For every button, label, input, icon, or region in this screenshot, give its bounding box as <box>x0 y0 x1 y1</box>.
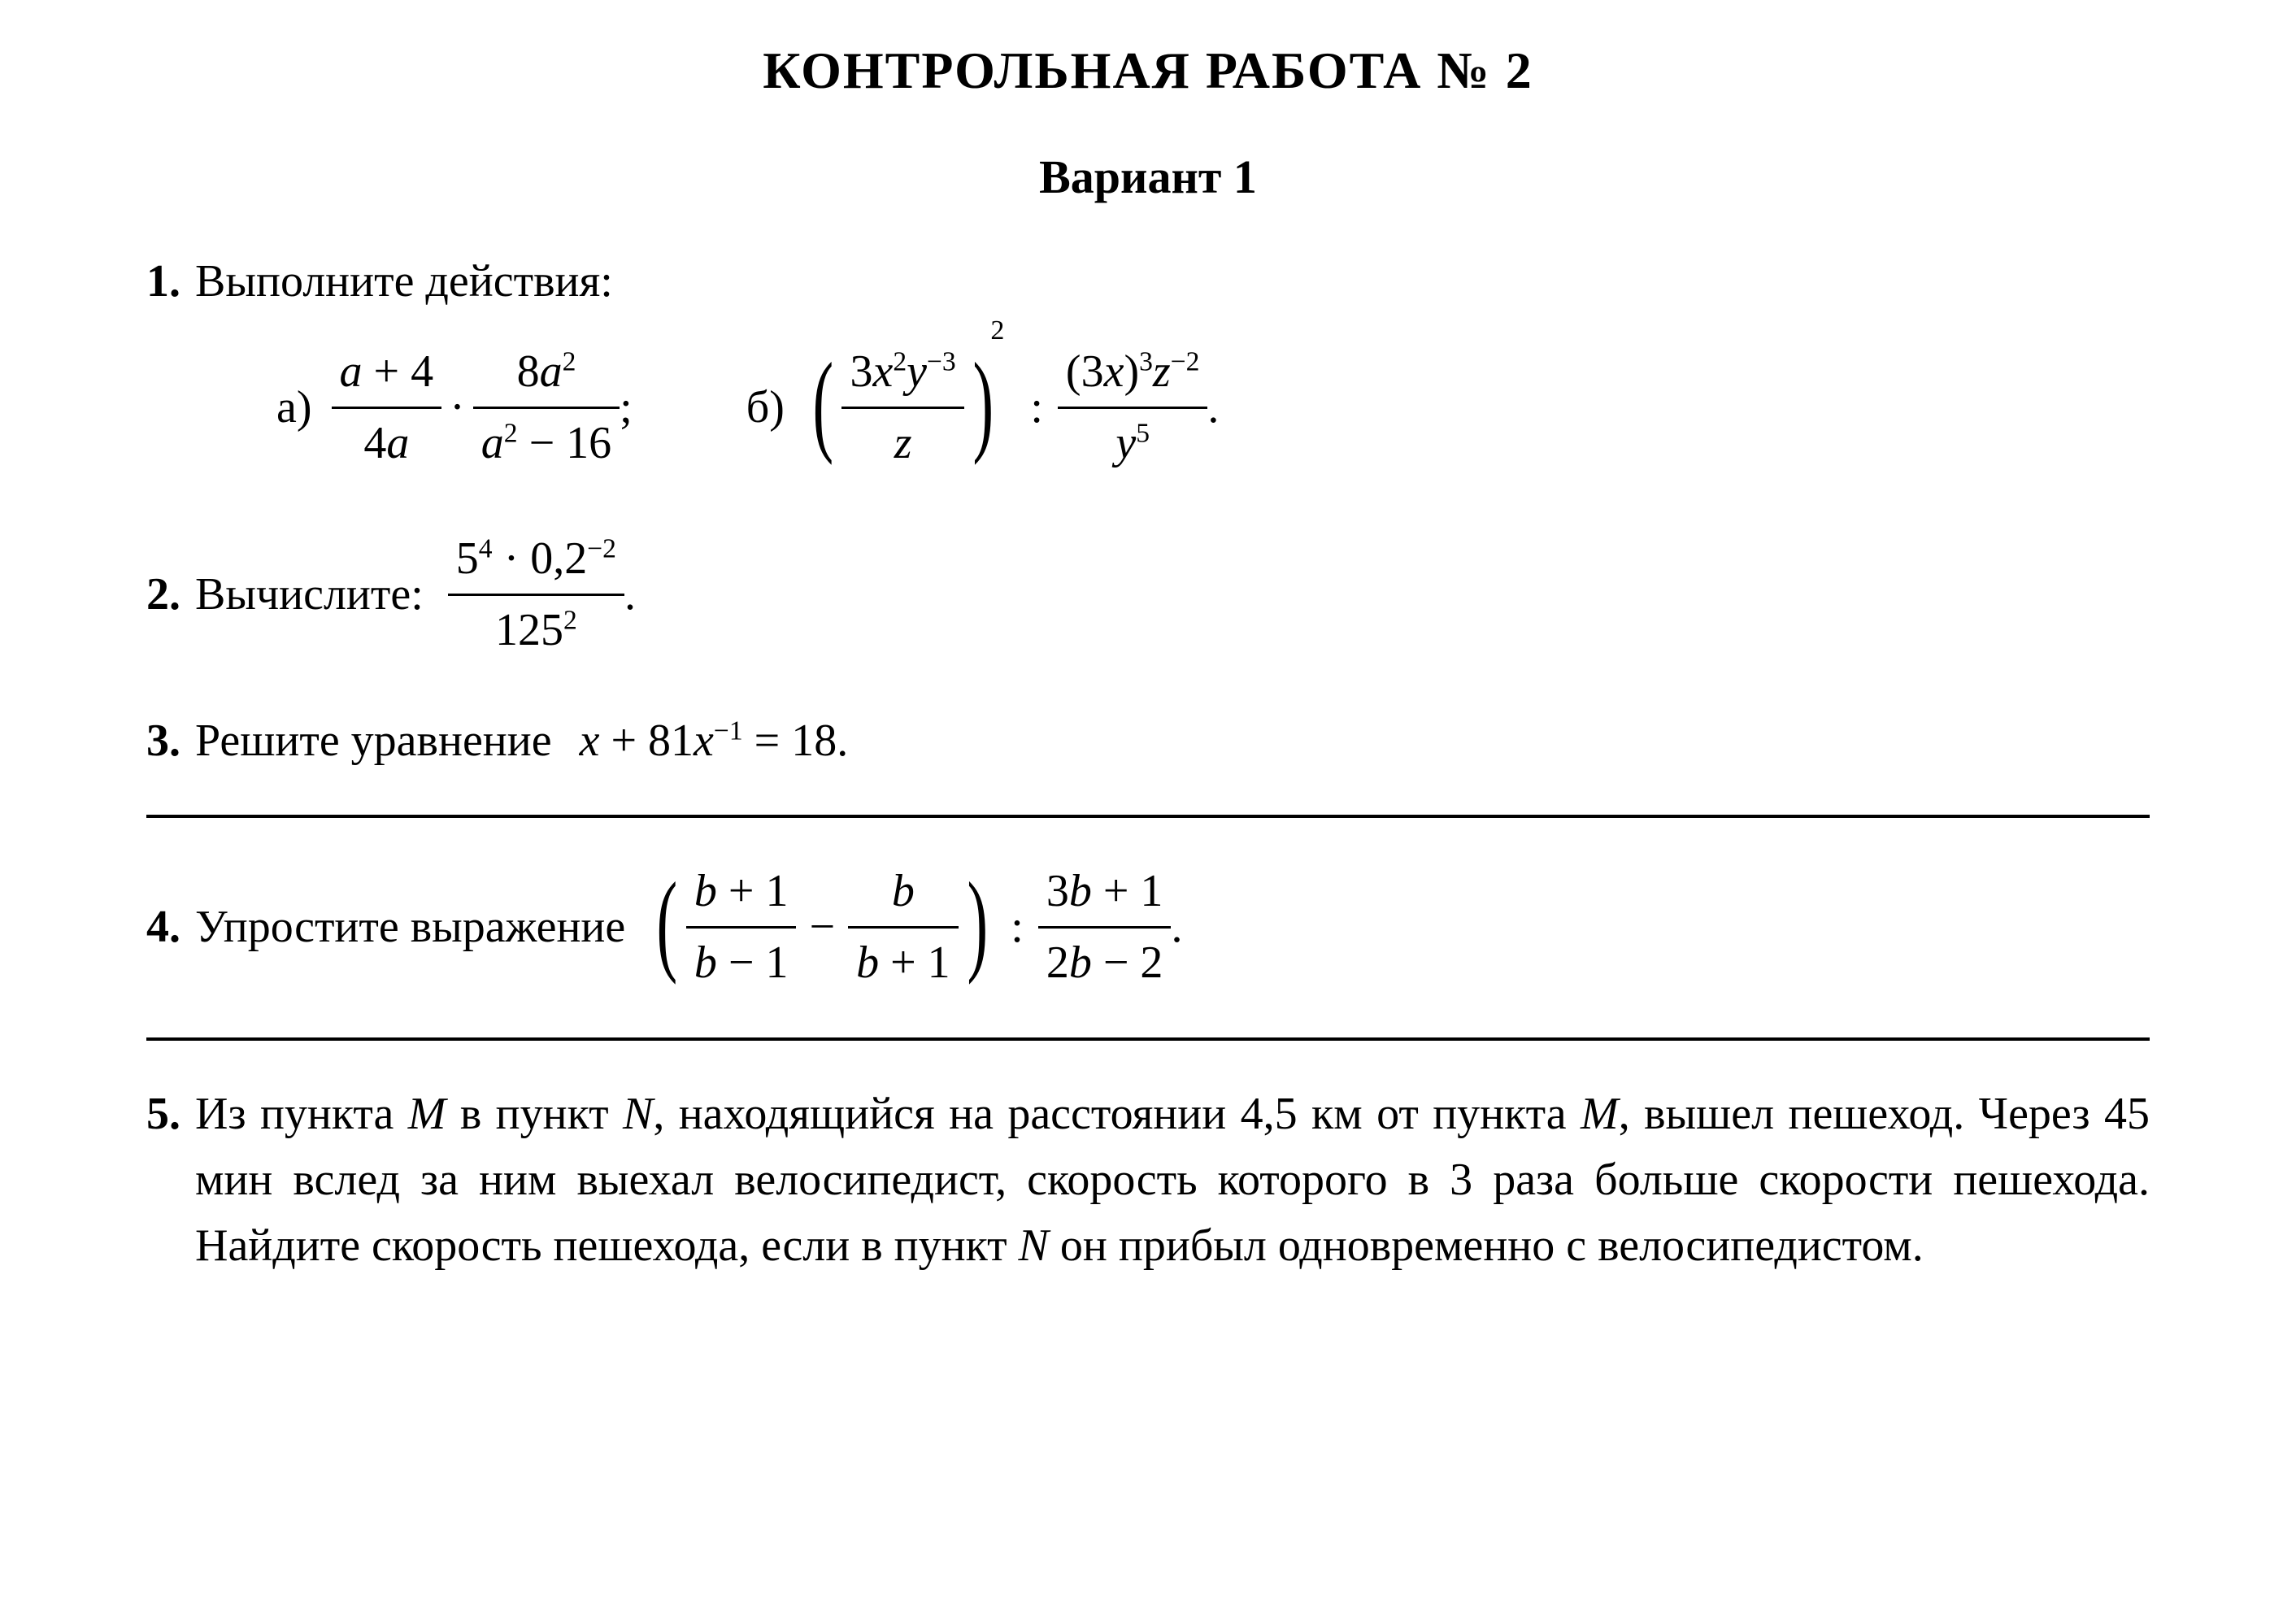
page-title: КОНТРОЛЬНАЯ РАБОТА № 2 <box>146 41 2150 101</box>
frac-num: 3x2y−3 <box>841 339 963 409</box>
variant-label: Вариант 1 <box>146 150 2150 204</box>
frac-den: 2b − 2 <box>1038 929 1172 996</box>
problem-1b-right-frac: (3x)3z−2 y5 <box>1058 339 1208 476</box>
trailing-semicolon: ; <box>620 375 633 441</box>
problem-4-body: Упростите выражение ( b + 1 b − 1 − <box>195 859 2150 996</box>
problem-2-frac: 54 · 0,2−2 1252 <box>448 526 624 663</box>
problem-1a-frac1: a + 4 4a <box>332 339 442 476</box>
paren-group: ( 3x2y−3 z ) 2 <box>804 339 1016 476</box>
divider-rule <box>146 1037 2150 1041</box>
problem-1b-inner-frac: 3x2y−3 z <box>841 339 963 476</box>
problem-1-number: 1. <box>146 249 195 315</box>
trailing-period: . <box>1207 375 1219 441</box>
problem-1a-label: а) <box>276 375 312 441</box>
frac-num: a + 4 <box>332 339 442 409</box>
problem-5-text: Из пункта M в пункт N, находящийся на ра… <box>195 1089 2150 1271</box>
colon-op: : <box>1015 375 1058 441</box>
problem-1-body: Выполните действия: а) a + 4 4a <box>195 249 2150 477</box>
frac-num: b + 1 <box>686 859 797 929</box>
problem-5-body: Из пункта M в пункт N, находящийся на ра… <box>195 1081 2150 1280</box>
divider-rule <box>146 815 2150 818</box>
trailing-period: . <box>624 562 636 628</box>
frac-num: (3x)3z−2 <box>1058 339 1208 409</box>
minus-op: − <box>796 894 848 960</box>
frac-den: y5 <box>1058 409 1208 476</box>
problem-2: 2. Вычислите: 54 · 0,2−2 1252 . <box>146 526 2150 663</box>
colon-op: : <box>996 894 1038 960</box>
problem-1b-label: б) <box>746 375 785 441</box>
frac-num: 54 · 0,2−2 <box>448 526 624 596</box>
problem-3-number: 3. <box>146 708 195 774</box>
frac-den: 1252 <box>448 596 624 663</box>
problem-1: 1. Выполните действия: а) a + 4 4a <box>146 249 2150 477</box>
frac-den: b + 1 <box>848 929 959 996</box>
problem-5: 5. Из пункта M в пункт N, находящийся на… <box>146 1081 2150 1280</box>
frac-den: a2 − 16 <box>473 409 620 476</box>
dot-op: · <box>441 375 473 441</box>
frac-num: 8a2 <box>473 339 620 409</box>
problem-4-frac3: 3b + 1 2b − 2 <box>1038 859 1172 996</box>
problem-5-number: 5. <box>146 1081 195 1147</box>
frac-num: 3b + 1 <box>1038 859 1172 929</box>
problem-1b: б) ( 3x2y−3 z <box>746 339 1220 476</box>
problem-4: 4. Упростите выражение ( b + 1 b − 1 <box>146 859 2150 996</box>
frac-num: b <box>848 859 959 929</box>
trailing-period: . <box>1171 894 1182 960</box>
problem-3: 3. Решите уравнение x + 81x−1 = 18. <box>146 708 2150 774</box>
frac-den: 4a <box>332 409 442 476</box>
frac-den: b − 1 <box>686 929 797 996</box>
problem-3-body: Решите уравнение x + 81x−1 = 18. <box>195 708 2150 774</box>
problem-2-stem: Вычислите: <box>195 562 424 628</box>
problem-4-frac1: b + 1 b − 1 <box>686 859 797 996</box>
problem-3-stem: Решите уравнение <box>195 716 552 766</box>
outer-exp: 2 <box>990 311 1004 350</box>
problem-4-number: 4. <box>146 894 195 960</box>
problem-4-frac2: b b + 1 <box>848 859 959 996</box>
problems-block: 1. Выполните действия: а) a + 4 4a <box>146 249 2150 1279</box>
problem-2-body: Вычислите: 54 · 0,2−2 1252 . <box>195 526 2150 663</box>
problem-4-stem: Упростите выражение <box>195 894 625 960</box>
problem-2-number: 2. <box>146 562 195 628</box>
problem-1-stem: Выполните действия: <box>195 249 2150 315</box>
problem-1-subparts: а) a + 4 4a · 8 <box>195 339 2150 476</box>
problem-1a: а) a + 4 4a · 8 <box>276 339 633 476</box>
paren-group: ( b + 1 b − 1 − b <box>648 859 996 996</box>
problem-1a-frac2: 8a2 a2 − 16 <box>473 339 620 476</box>
frac-den: z <box>841 409 963 476</box>
